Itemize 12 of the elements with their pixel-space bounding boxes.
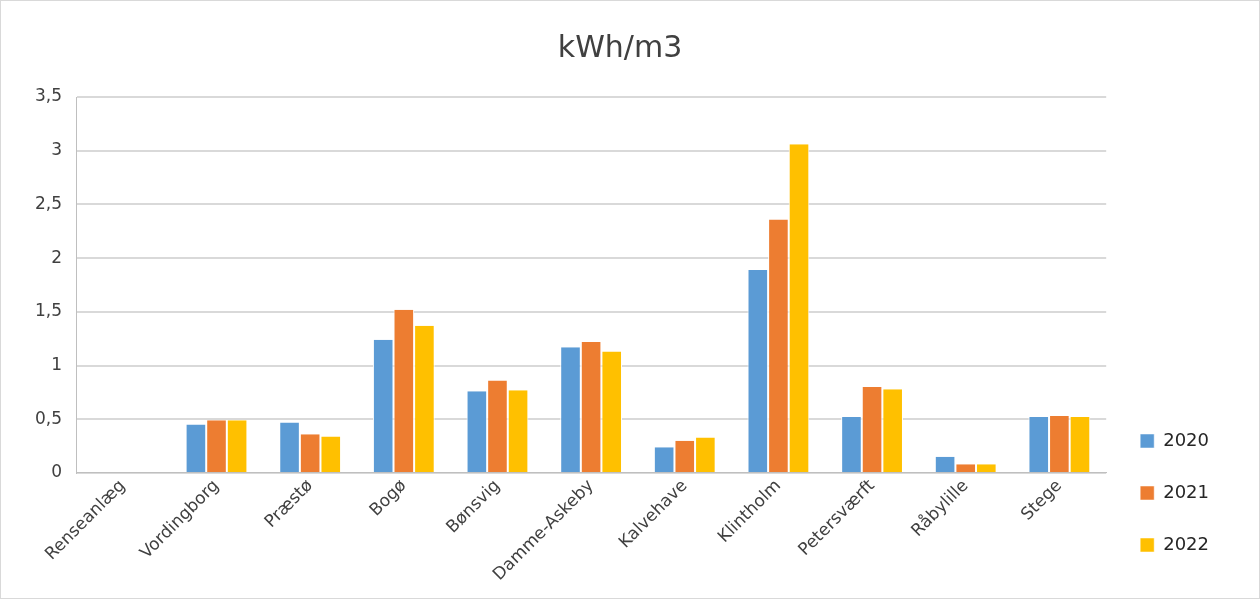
legend-label: 2021 bbox=[1163, 480, 1209, 502]
y-tick-label: 0,5 bbox=[34, 407, 63, 428]
chart-title: kWh/m3 bbox=[557, 28, 683, 64]
legend-label: 2022 bbox=[1163, 532, 1209, 554]
legend-label: 2020 bbox=[1163, 428, 1209, 450]
y-tick-label: 1 bbox=[51, 353, 63, 374]
y-tick-label: 1,5 bbox=[34, 300, 63, 321]
y-tick-label: 3 bbox=[51, 139, 63, 160]
y-tick-label: 0 bbox=[51, 461, 63, 482]
y-tick-label: 2,5 bbox=[34, 192, 63, 213]
y-tick-label: 3,5 bbox=[34, 85, 63, 106]
y-tick-label: 2 bbox=[51, 246, 63, 267]
